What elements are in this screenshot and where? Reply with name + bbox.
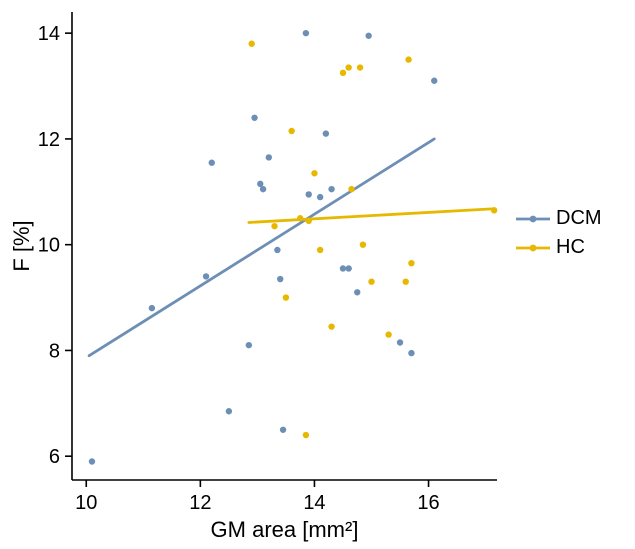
svg-text:14: 14 (38, 23, 60, 45)
dcm-trend-key-icon (516, 215, 550, 222)
legend-item-hc: HC (514, 236, 602, 259)
x-axis-label: GM area [mm²] (210, 517, 359, 542)
svg-text:14: 14 (303, 492, 325, 514)
svg-text:12: 12 (38, 129, 60, 151)
svg-text:8: 8 (49, 340, 60, 362)
legend-item-dcm: DCM (514, 207, 602, 230)
y-axis-label: F [%] (9, 220, 34, 272)
legend-label-hc: HC (556, 236, 585, 258)
svg-text:16: 16 (417, 492, 439, 514)
hc-trend-key-icon (516, 244, 550, 251)
scatter-plot: 10 12 14 16 6 8 10 12 14 (38, 12, 498, 514)
svg-text:10: 10 (75, 492, 97, 514)
svg-text:10: 10 (38, 235, 60, 257)
legend-label-dcm: DCM (556, 207, 602, 229)
svg-text:12: 12 (189, 492, 211, 514)
legend: DCM HC (514, 207, 602, 259)
svg-text:6: 6 (49, 446, 60, 468)
